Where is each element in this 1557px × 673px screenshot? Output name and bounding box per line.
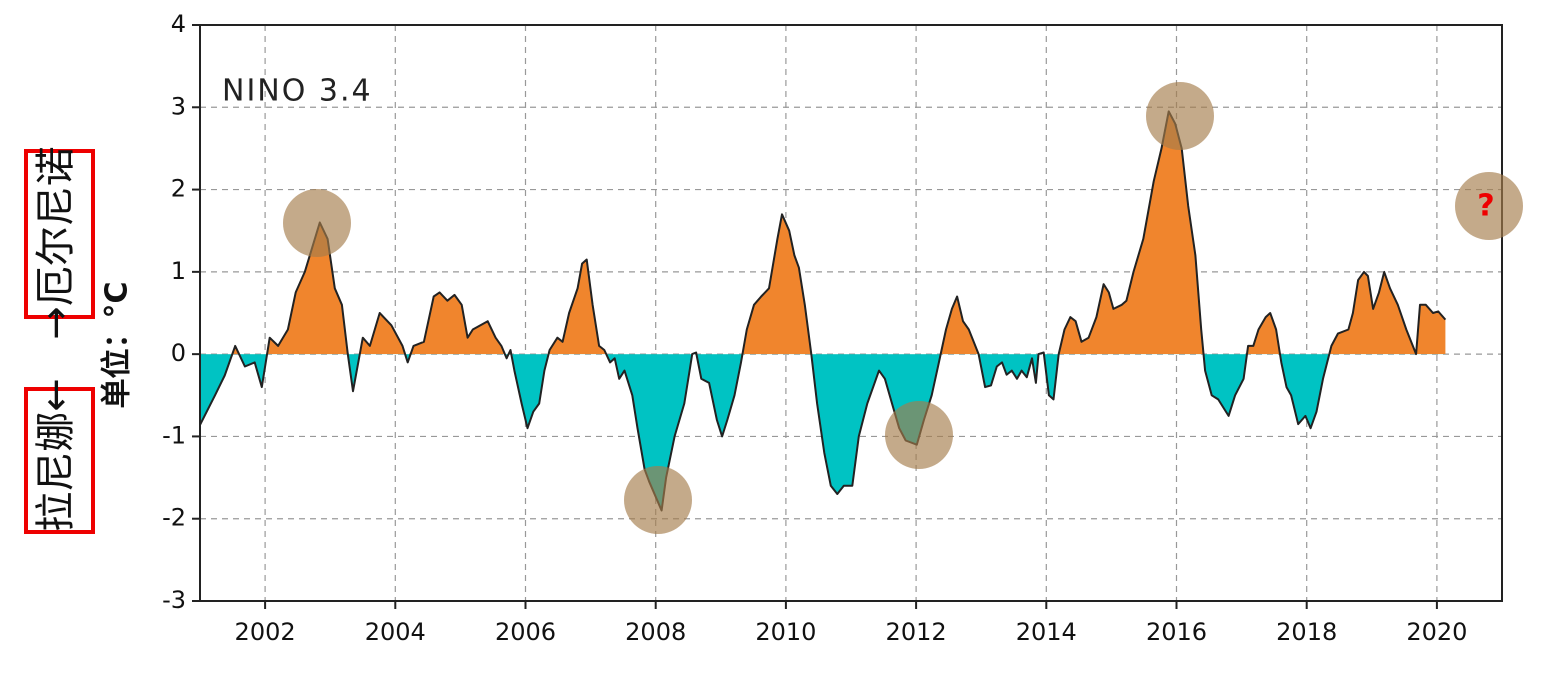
grid <box>200 24 1502 602</box>
ticks: -3 -2 -1 0 1 2 3 4 2002 2004 2006 2008 2010 2012 2014 2… <box>162 10 1467 646</box>
marks <box>199 110 1447 512</box>
unit-label: 单位：°C <box>100 281 135 408</box>
plot-frame <box>199 24 1503 602</box>
index-line <box>199 110 1447 512</box>
x-tick-label: 2008 <box>625 618 686 646</box>
x-tick-label: 2016 <box>1146 618 1207 646</box>
positive-area <box>232 111 1446 355</box>
la-nina-label: 拉尼娜← <box>33 378 79 532</box>
x-tick-label: 2014 <box>1016 618 1077 646</box>
x-tick-label: 2010 <box>755 618 816 646</box>
y-tick-label: 1 <box>171 257 186 285</box>
highlight-circle <box>1455 172 1523 240</box>
x-tick-label: 2012 <box>886 618 947 646</box>
y-tick-label: -2 <box>162 504 186 532</box>
x-tick-label: 2002 <box>235 618 296 646</box>
el-nino-label: →厄尔尼诺 <box>33 146 79 340</box>
y-tick-label: -1 <box>162 421 186 449</box>
y-tick-label: 3 <box>171 92 186 120</box>
highlight-circle <box>624 466 692 534</box>
y-tick-label: 2 <box>171 175 186 203</box>
question-mark: ? <box>1477 189 1494 224</box>
highlight-circle <box>1146 82 1214 150</box>
chart-title: NINO 3.4 <box>222 74 373 109</box>
x-tick-label: 2020 <box>1406 618 1467 646</box>
y-tick-label: -3 <box>162 586 186 614</box>
y-tick-label: 4 <box>171 10 186 38</box>
x-tick-label: 2018 <box>1276 618 1337 646</box>
highlight-circle <box>885 401 953 469</box>
y-tick-label: 0 <box>171 339 186 367</box>
highlight-circle <box>283 189 351 257</box>
x-tick-label: 2004 <box>365 618 426 646</box>
la-nina-box <box>24 387 95 534</box>
el-nino-box <box>24 149 95 319</box>
negative-area <box>200 354 1446 511</box>
x-tick-label: 2006 <box>495 618 556 646</box>
